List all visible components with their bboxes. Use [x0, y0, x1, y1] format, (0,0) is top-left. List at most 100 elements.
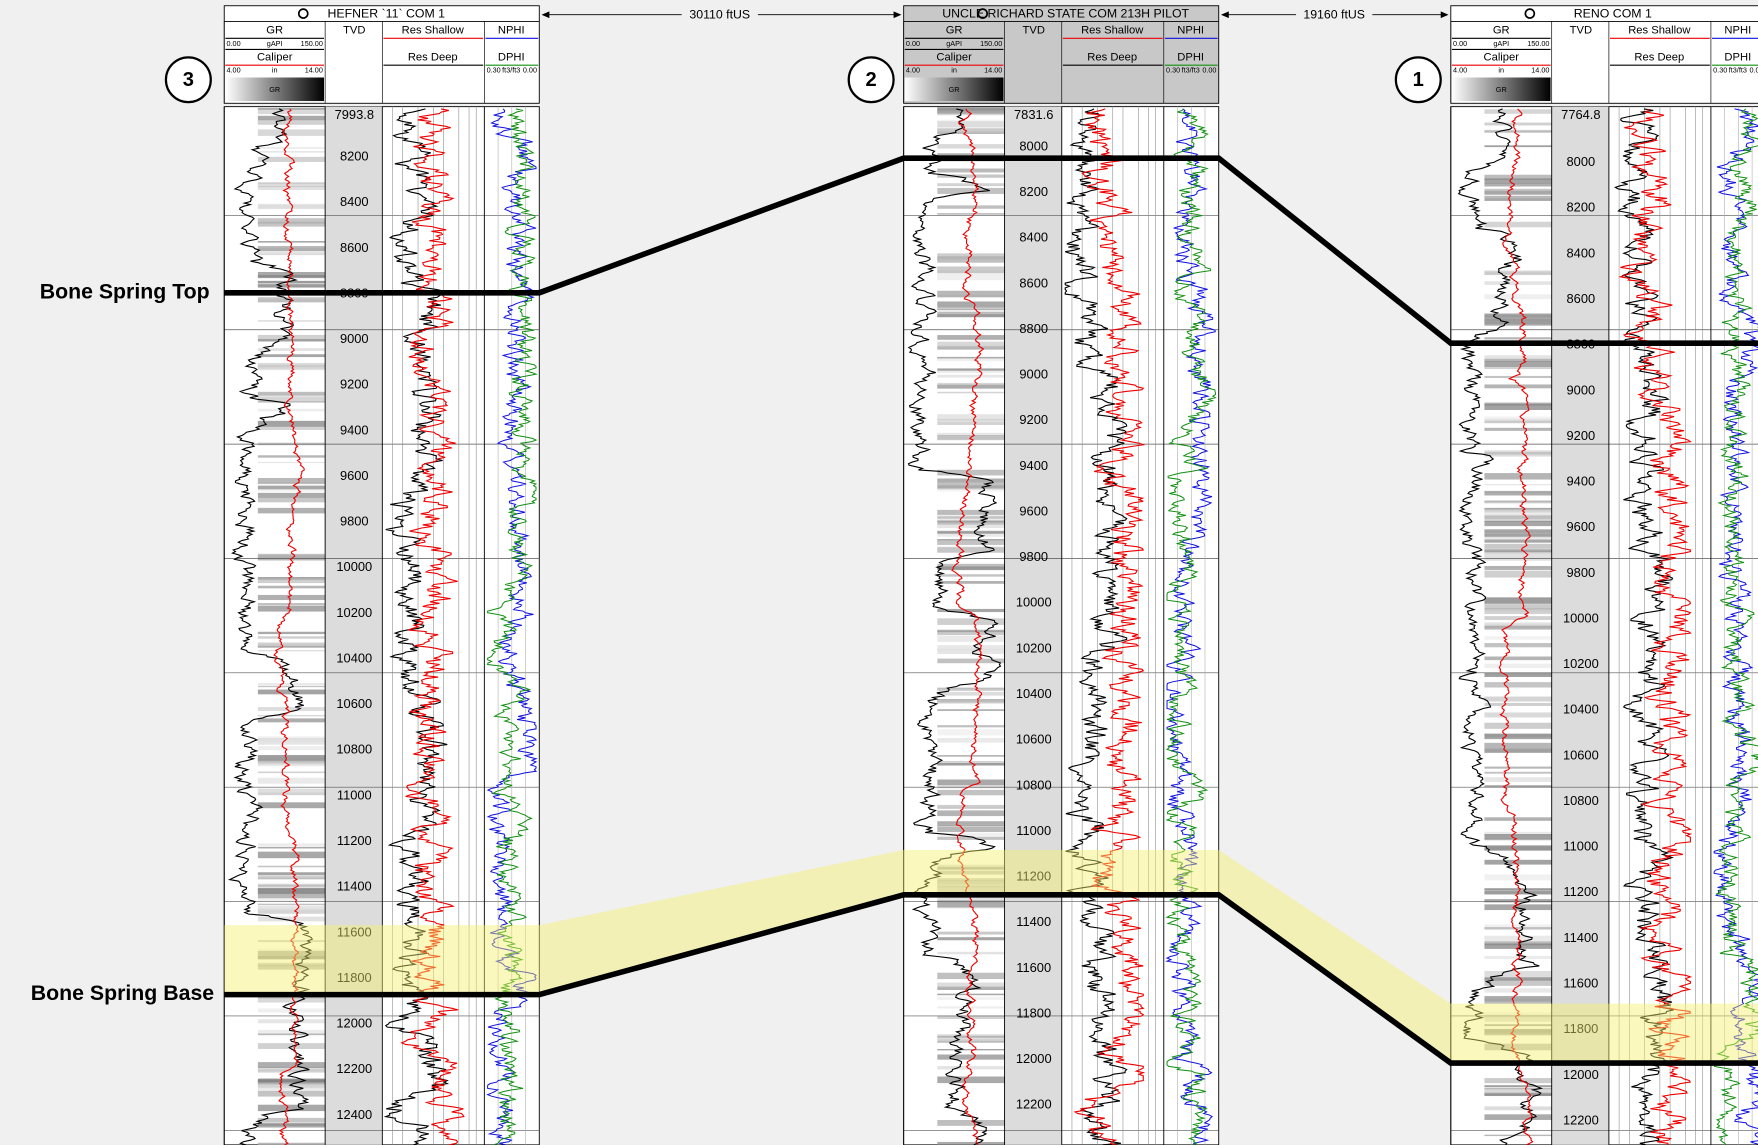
- correlation-line: [224, 892, 1758, 1066]
- gr-shading: [1484, 270, 1552, 275]
- track-title: GR: [266, 24, 283, 36]
- log-curve: [1498, 108, 1534, 1145]
- gr-shading: [1484, 367, 1552, 370]
- gr-shading: [937, 391, 1005, 394]
- depth-label: 9200: [1019, 412, 1048, 427]
- gr-shading: [937, 824, 1005, 827]
- depth-label: 12400: [336, 1107, 372, 1122]
- gr-shading: [257, 1008, 326, 1013]
- gr-shading: [937, 836, 1005, 840]
- gr-shading: [937, 645, 1005, 651]
- depth-label: 10000: [336, 559, 372, 574]
- gr-shading: [937, 432, 1005, 436]
- gr-shading: [937, 291, 1005, 295]
- tvd-track: [1004, 106, 1062, 1145]
- gr-shading: [937, 951, 1005, 955]
- gr-shading: [937, 368, 1005, 371]
- gr-shading: [1484, 174, 1552, 180]
- gr-shading: [257, 497, 326, 503]
- gr-shading: [257, 714, 326, 717]
- gr-shading: [937, 566, 1005, 570]
- gr-shading: [937, 174, 1005, 178]
- gr-shading: [1484, 451, 1552, 455]
- depth-label: 10200: [1563, 656, 1599, 671]
- gr-shading: [257, 903, 326, 905]
- gr-shading: [257, 802, 326, 809]
- gr-shading: [937, 867, 1005, 870]
- depth-label: 10600: [336, 696, 372, 711]
- gr-shading: [937, 513, 1005, 516]
- depth-label: 9400: [1019, 458, 1048, 473]
- gr-shading: [1484, 294, 1552, 300]
- depth-label: 12200: [1563, 1112, 1599, 1127]
- gr-shading: [1484, 696, 1552, 702]
- depth-label: 11000: [1563, 839, 1598, 854]
- gr-shading: [257, 950, 326, 958]
- gr-shading: [257, 147, 326, 149]
- gr-shading: [257, 602, 326, 606]
- scale-label: 0.00: [1749, 66, 1758, 75]
- gr-shading: [937, 832, 1005, 839]
- depth-label: 10600: [1563, 747, 1599, 762]
- gr-shading: [937, 1035, 1005, 1039]
- depth-label: 9400: [1567, 474, 1596, 489]
- gr-shading: [937, 127, 1005, 132]
- gr-shading: [1484, 998, 1552, 1004]
- scale-label: GR: [1496, 85, 1507, 94]
- gr-shading: [937, 864, 1005, 868]
- log-curve: [907, 108, 1002, 1145]
- gr-shading: [937, 308, 1005, 311]
- gr-shading: [937, 357, 1005, 362]
- track-title: Res Deep: [1634, 51, 1684, 63]
- scale-label: 0.00: [226, 39, 240, 48]
- gr-shading: [257, 1122, 326, 1127]
- depth-label: 8200: [1567, 200, 1596, 215]
- depth-label: 9000: [1567, 382, 1596, 397]
- depth-label: 11400: [337, 879, 372, 894]
- gr-shading: [937, 478, 1005, 484]
- gr-shading: [1484, 375, 1552, 379]
- gr-shading: [937, 1119, 1005, 1126]
- depth-label: 9000: [1019, 367, 1048, 382]
- gr-shading: [257, 1104, 326, 1112]
- well-symbol: [297, 8, 309, 19]
- scale-label: GR: [949, 85, 960, 94]
- gr-shading: [1484, 733, 1552, 740]
- gr-shading: [937, 356, 1005, 359]
- depth-label: 9600: [1567, 519, 1596, 534]
- scale-label: gAPI: [267, 39, 283, 48]
- depth-label: 11000: [337, 787, 372, 802]
- gr-shading: [1484, 643, 1552, 648]
- gr-shading: [257, 771, 326, 774]
- scale-label: 150.00: [1527, 39, 1549, 48]
- depth-label: 9200: [340, 377, 369, 392]
- gr-shading: [1484, 536, 1552, 540]
- gr-shading: [937, 314, 1005, 317]
- gr-shading: [937, 779, 1005, 786]
- gr-shading: [257, 884, 326, 887]
- gr-shading: [257, 905, 326, 912]
- depth-label: 12000: [1016, 1051, 1052, 1066]
- gr-shading: [1484, 473, 1552, 480]
- gr-shading: [257, 746, 326, 751]
- gr-shading: [937, 763, 1005, 766]
- gr-shading: [1484, 682, 1552, 688]
- log-curve: [383, 108, 450, 1145]
- depth-label: 10200: [1016, 640, 1052, 655]
- gr-shading: [1484, 609, 1552, 615]
- gr-fill-key: [904, 77, 1004, 102]
- gr-shading: [937, 110, 1005, 115]
- gr-shading: [937, 688, 1005, 692]
- scale-label: 0.30: [487, 66, 501, 75]
- gr-shading: [257, 777, 326, 784]
- gr-shading: [257, 119, 326, 124]
- gr-shading: [937, 804, 1005, 809]
- gr-shading: [257, 248, 326, 254]
- gr-shading: [257, 1091, 326, 1097]
- gr-shading: [937, 972, 1005, 980]
- scale-label: 0.00: [1453, 39, 1467, 48]
- scale-label: gAPI: [946, 39, 962, 48]
- gr-shading: [937, 421, 1005, 425]
- gr-shading: [257, 890, 326, 894]
- gr-shading: [1484, 672, 1552, 677]
